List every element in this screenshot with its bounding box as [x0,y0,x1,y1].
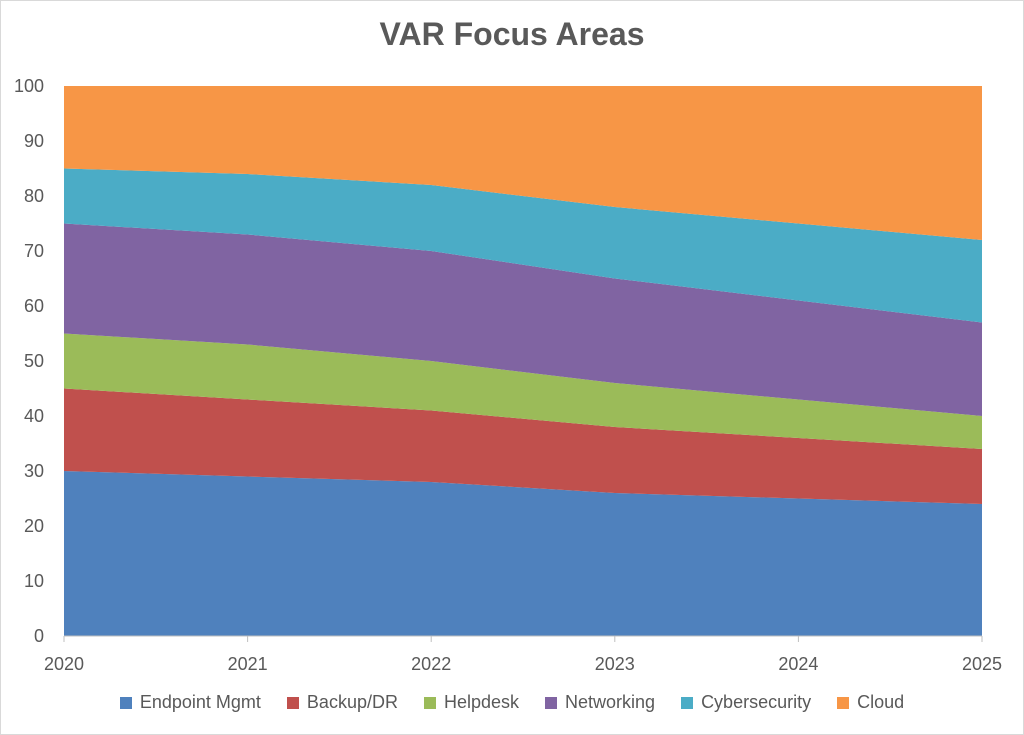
area-series-4 [64,168,982,323]
y-tick-label: 100 [14,76,44,96]
x-tick-label: 2024 [778,654,818,674]
x-tick-label: 2023 [595,654,635,674]
chart-title: VAR Focus Areas [379,16,645,52]
legend-swatch [837,696,850,709]
y-tick-label: 30 [24,461,44,481]
area-series-1 [64,388,982,504]
legend-label: Networking [565,692,656,712]
legend-label: Helpdesk [443,692,520,712]
legend-label: Cloud [857,692,905,712]
legend-label: Backup/DR [306,692,398,712]
x-tick-label: 2020 [44,654,84,674]
legend-item: Backup/DR [286,692,398,713]
y-tick-label: 70 [24,241,44,261]
area-series-0 [64,471,982,636]
legend-item: Cloud [837,692,904,713]
y-tick-label: 20 [24,516,44,536]
legend-swatch [119,696,132,709]
legend-swatch [423,696,436,709]
legend-swatch [681,696,694,709]
area-series-3 [64,223,982,416]
y-tick-label: 0 [34,626,44,646]
legend-item: Endpoint Mgmt [119,692,261,713]
x-tick-label: 2021 [228,654,268,674]
x-tick-label: 2025 [962,654,1002,674]
y-tick-label: 50 [24,351,44,371]
legend-swatch [286,696,299,709]
area-series-5 [64,86,982,240]
legend-item: Helpdesk [423,692,520,713]
x-tick-label: 2022 [411,654,451,674]
legend-label: Cybersecurity [701,692,812,712]
y-tick-label: 60 [24,296,44,316]
y-tick-label: 90 [24,131,44,151]
legend-item: Cybersecurity [681,692,811,713]
legend-swatch [545,696,558,709]
y-tick-label: 10 [24,571,44,591]
legend-item: Networking [545,692,655,713]
chart-legend: Endpoint Mgmt Backup/DR Helpdesk Networking… [0,692,1024,713]
legend-label: Endpoint Mgmt [139,692,261,712]
y-tick-label: 80 [24,186,44,206]
y-tick-label: 40 [24,406,44,426]
area-series-2 [64,333,982,449]
